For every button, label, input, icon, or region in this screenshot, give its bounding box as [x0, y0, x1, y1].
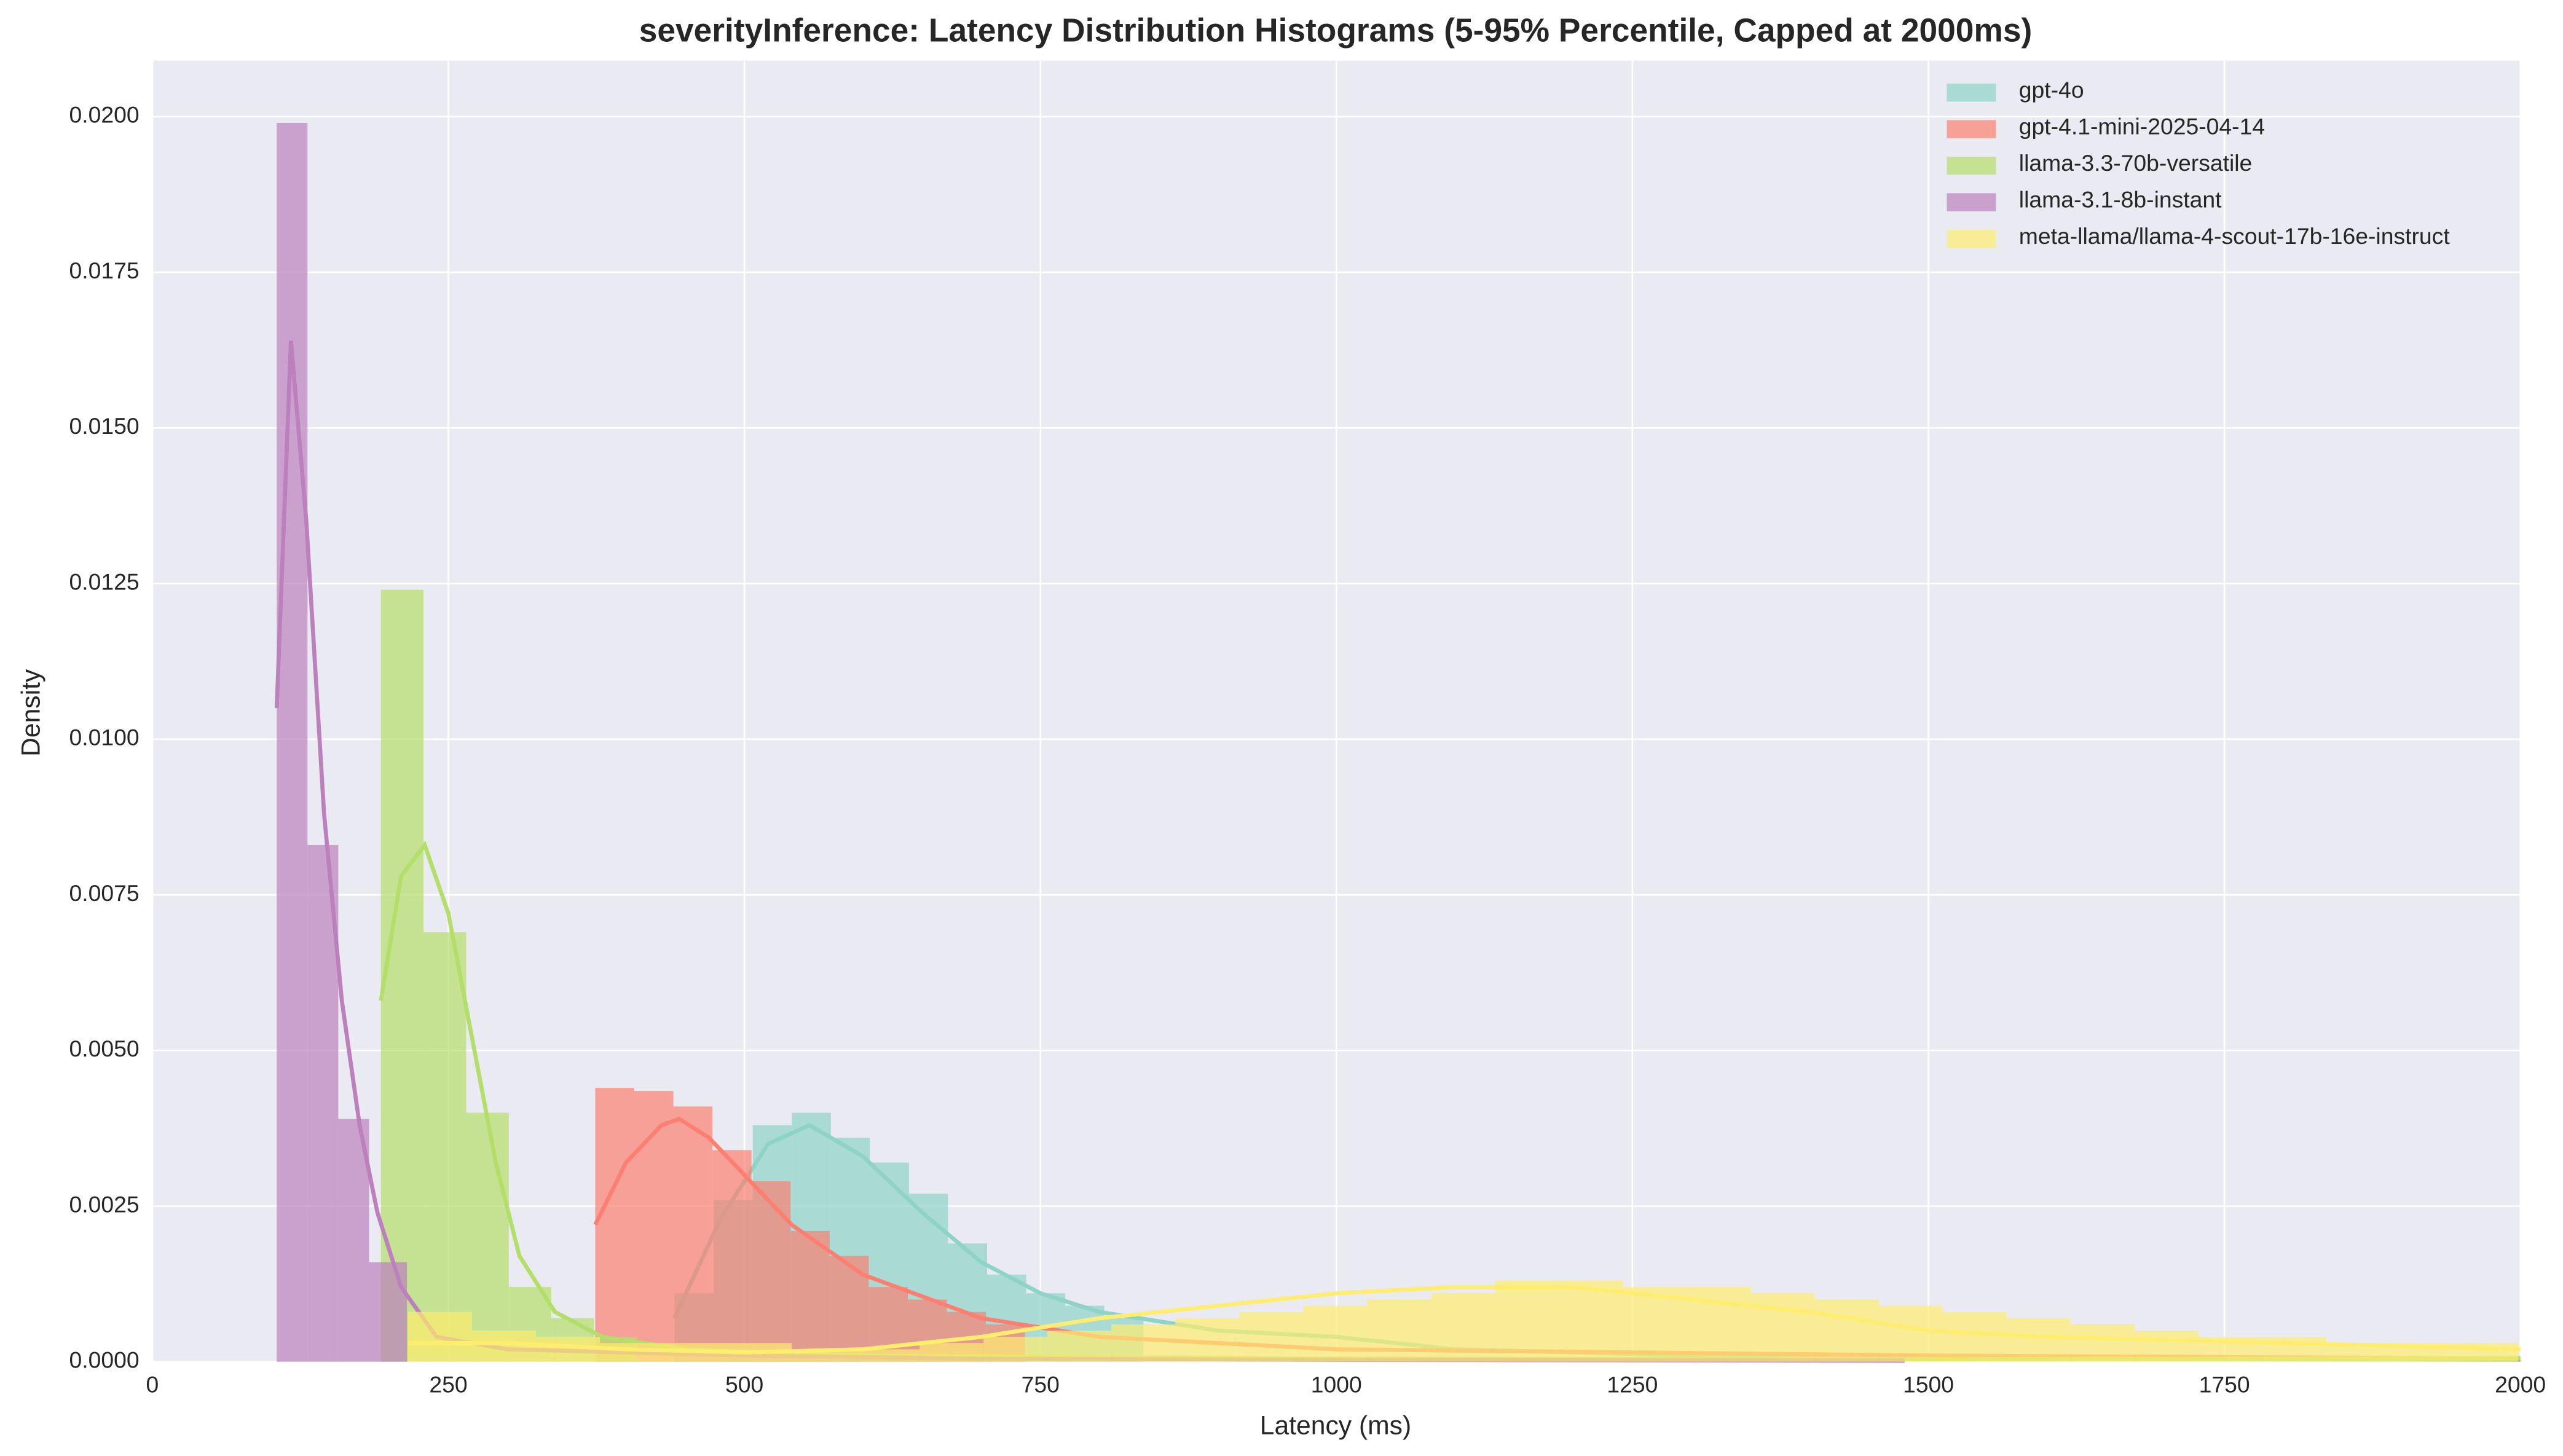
histogram-bar	[2070, 1324, 2135, 1362]
histogram-bar	[1431, 1293, 1495, 1362]
kde-line	[408, 1285, 2521, 1355]
histogram-bar	[1878, 1305, 1943, 1362]
histogram-bar	[919, 1343, 984, 1362]
histogram-bar	[600, 1343, 664, 1362]
legend-swatch	[1947, 120, 1996, 138]
x-tick-label: 0	[146, 1372, 159, 1398]
histogram-bar	[856, 1349, 920, 1362]
histogram-bar	[1303, 1305, 1368, 1362]
x-tick-label: 250	[429, 1372, 467, 1398]
legend-label: gpt-4o	[2019, 77, 2084, 103]
legend-label: llama-3.1-8b-instant	[2019, 187, 2222, 213]
histogram-bar	[2006, 1318, 2071, 1362]
histogram-bar	[369, 1262, 407, 1362]
histogram-bar	[380, 589, 424, 1362]
histogram-bar	[595, 1087, 634, 1362]
histogram-bar	[2262, 1337, 2326, 1362]
x-tick-label: 2000	[2495, 1372, 2546, 1398]
y-tick-label: 0.0025	[69, 1191, 140, 1217]
y-tick-label: 0.0200	[69, 102, 140, 128]
histogram-bar	[751, 1181, 791, 1362]
histogram-bar	[673, 1106, 713, 1362]
histogram-bar	[472, 1331, 537, 1362]
chart-title: severityInference: Latency Distribution …	[639, 12, 2033, 49]
x-tick-label: 750	[1022, 1372, 1060, 1398]
histogram-bar	[1942, 1312, 2007, 1362]
histogram-bar	[1750, 1293, 1815, 1362]
histogram-bar	[307, 844, 339, 1362]
y-axis-label: Density	[17, 669, 46, 757]
y-tick-label: 0.0150	[69, 413, 140, 439]
histogram-bar	[1367, 1299, 1431, 1362]
histogram-bar	[1814, 1299, 1879, 1362]
legend-label: llama-3.3-70b-versatile	[2019, 150, 2253, 176]
x-tick-label: 1500	[1903, 1372, 1954, 1398]
y-tick-label: 0.0000	[69, 1347, 140, 1373]
histogram-bar	[277, 122, 308, 1362]
histogram-bar	[1047, 1331, 1112, 1362]
x-tick-label: 1250	[1607, 1372, 1658, 1398]
legend-swatch	[1947, 193, 1996, 211]
x-tick-label: 1750	[2199, 1372, 2250, 1398]
histogram-bar	[1175, 1318, 1240, 1362]
y-tick-label: 0.0075	[69, 880, 140, 906]
histogram-bar	[790, 1230, 830, 1362]
histogram-bar	[408, 1312, 473, 1362]
legend-swatch	[1947, 84, 1996, 102]
legend-label: meta-llama/llama-4-scout-17b-16e-instruc…	[2019, 223, 2451, 249]
y-tick-label: 0.0100	[69, 725, 140, 750]
histogram-bar	[1111, 1324, 1176, 1362]
legend: gpt-4o gpt-4.1-mini-2025-04-14 llama-3.3-7…	[1947, 77, 2450, 249]
legend-label: gpt-4.1-mini-2025-04-14	[2019, 114, 2265, 140]
histogram-bar	[983, 1337, 1048, 1362]
legend-swatch	[1947, 229, 1996, 248]
histogram-bar	[338, 1119, 369, 1362]
histogram-bar	[466, 1112, 509, 1362]
histogram-bar	[1559, 1280, 1623, 1362]
y-tick-label: 0.0125	[69, 569, 140, 594]
histogram-bar	[1239, 1312, 1304, 1362]
y-tick-label: 0.0175	[69, 258, 140, 283]
x-axis-label: Latency (ms)	[1260, 1411, 1411, 1441]
y-tick-label: 0.0050	[69, 1036, 140, 1061]
histogram-bar	[829, 1256, 869, 1362]
marks	[274, 122, 2521, 1363]
histogram-bar	[712, 1150, 752, 1362]
histogram-bar	[423, 932, 467, 1362]
histogram-bar	[2134, 1331, 2199, 1362]
legend-swatch	[1947, 156, 1996, 175]
x-tick-label: 1000	[1311, 1372, 1362, 1398]
histogram-bar	[1495, 1280, 1559, 1362]
x-tick-label: 500	[725, 1372, 763, 1398]
